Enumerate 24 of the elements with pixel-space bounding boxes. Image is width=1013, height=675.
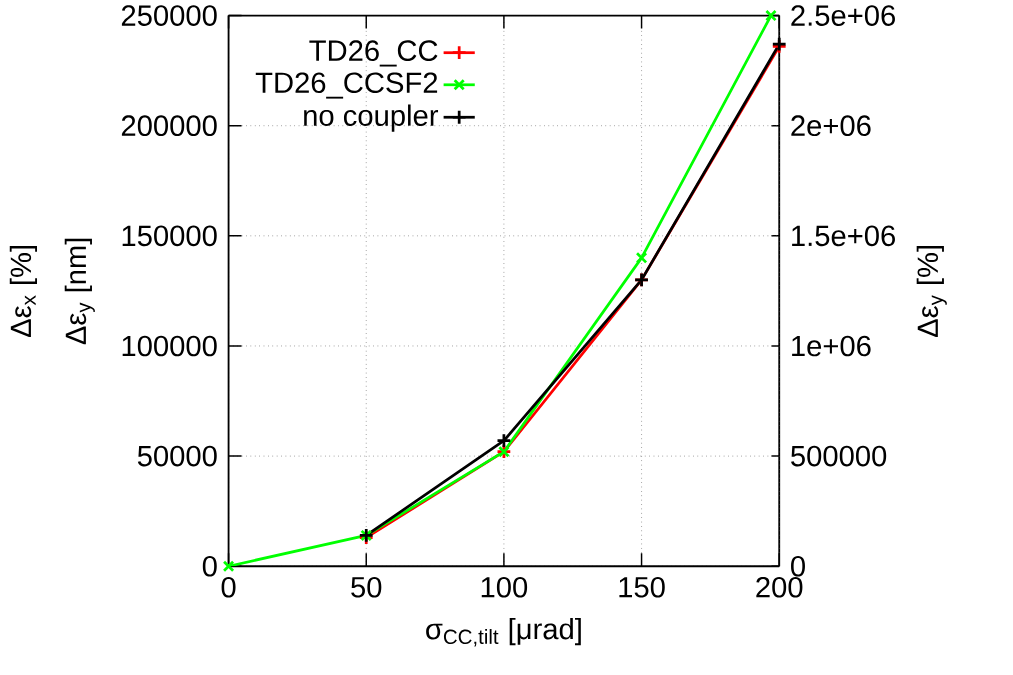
x-tick-label: 50 — [351, 576, 382, 598]
y2-tick-label: 1e+06 — [792, 335, 871, 357]
x-tick-label: 0 — [221, 576, 236, 598]
y2-tick-label: 1.5e+06 — [792, 225, 895, 247]
x-tick-label: 200 — [756, 576, 803, 598]
y-axis-title: Δε$_{y}$ [nm] — [64, 238, 95, 345]
x-axis-title: σ$_{CC,tilt}$ [μrad] — [426, 617, 581, 647]
text: Δε$_{x}$ [%] — [9, 245, 37, 337]
y2-tick-label: 0 — [791, 555, 805, 577]
y2-tick-label: 2.5e+06 — [791, 5, 895, 26]
y-tick-label: 50000 — [137, 445, 217, 467]
y-tick-label: 0 — [202, 555, 217, 577]
y2-axis-title: Δε$_{y}$ [%] — [916, 245, 947, 337]
x-tick-label: 150 — [619, 576, 665, 598]
y-tick-label: 200000 — [121, 115, 217, 136]
y2-tick-label: 2e+06 — [791, 115, 871, 136]
x-tick-label: 100 — [481, 576, 528, 598]
legend-label: TD26_CC — [309, 40, 438, 67]
y-tick-label: 100000 — [122, 335, 217, 357]
y-tick-label: 250000 — [121, 5, 217, 26]
y-tick-label: 150000 — [122, 225, 217, 247]
legend-label: TD26_CCSF2 — [255, 72, 438, 99]
legend-label: no coupler — [304, 104, 439, 132]
y2-tick-label: 500000 — [791, 445, 887, 467]
